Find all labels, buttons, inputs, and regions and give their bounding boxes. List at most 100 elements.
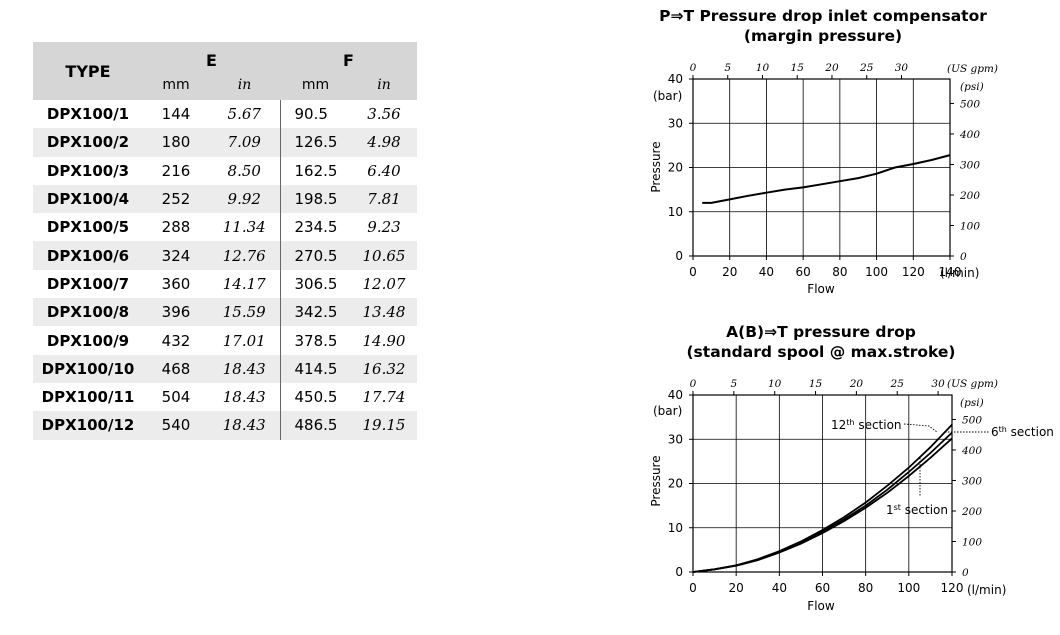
x-tick-label: 20 [729,581,744,595]
chart1-y-ticks: 0 10 20 30 40 [668,72,693,263]
cell-type: DPX100/9 [46,331,130,350]
cell-type: DPX100/8 [33,298,143,327]
dimensions-table: TYPE E F mm in mm in DPX100/1 144 5.67 90.5… [33,42,417,440]
cell-e-mm: 324 [143,241,209,270]
y-tick-label: 0 [675,565,683,579]
cell-type: DPX100/7 [46,274,130,293]
cell-type: DPX100/5 [46,218,130,237]
psi-tick-label: 100 [962,536,982,548]
gpm-tick-label: 25 [859,62,874,74]
series-line-3 [692,437,953,573]
chart1-x-unit: (l/min) [940,266,979,280]
gpm-tick-label: 0 [690,378,697,390]
dimensions-table-body: DPX100/1 144 5.67 90.5 3.56 DPX100/2 180 7.09 12… [33,100,417,440]
chart1-y-unit: (bar) [653,89,682,103]
y-tick-label: 40 [668,72,683,86]
cell-e-mm: 396 [143,298,209,327]
chart2-gpm-ticks: 0 5 10 15 20 25 30 [690,378,945,395]
x-tick-label: 60 [796,265,811,279]
cell-f-mm: 198.5 [279,184,351,214]
f-mm-header: mm [280,70,351,100]
y-tick-label: 20 [668,477,683,491]
table-row: DPX100/11 504 18.43 450.5 17.74 [33,382,417,412]
table-row: DPX100/3 216 8.50 162.5 6.40 [33,156,417,185]
cell-f-in: 10.65 [351,241,417,270]
x-tick-label: 40 [772,581,787,595]
table-row: DPX100/6 324 12.76 270.5 10.65 [33,241,417,270]
chart1-x-ticks: 0 20 40 60 80 100 120 140 [689,256,961,279]
gpm-tick-label: 25 [890,378,905,390]
chart1-title: P⇒T Pressure drop inlet compensator [659,7,987,25]
cell-type: DPX100/1 [46,105,130,124]
chart2-subtitle: (standard spool @ max.stroke) [686,343,955,361]
cell-e-in: 18.43 [222,388,266,407]
cell-f-mm: 306.5 [279,269,351,299]
e-mm-header: mm [143,70,209,100]
chart2-series-lines [692,423,953,573]
gpm-tick-label: 30 [931,378,945,390]
x-tick-label: 80 [832,265,847,279]
gpm-tick-label: 15 [809,378,823,390]
y-tick-label: 30 [668,116,683,130]
table-row: DPX100/5 288 11.34 234.5 9.23 [33,213,417,242]
x-tick-label: 100 [865,265,888,279]
cell-e-in: 18.43 [209,354,280,383]
cell-e-in: 12.76 [209,241,280,270]
x-tick-label: 140 [939,265,962,279]
x-tick-label: 120 [941,581,964,595]
cell-f-in: 19.15 [351,411,417,440]
chart2-y-label: Pressure [649,455,663,506]
chart1-gpm-ticks: 0 5 10 15 20 25 30 [690,62,909,79]
y-tick-label: 30 [668,432,683,446]
cell-f-mm: 450.5 [279,382,351,412]
chart1-grid [693,79,950,256]
chart2-title: A(B)⇒T pressure drop [726,323,916,341]
y-tick-label: 20 [668,161,683,175]
cell-e-mm: 360 [161,274,191,293]
chart1-y-label: Pressure [649,141,663,192]
gpm-tick-label: 15 [791,62,805,74]
gpm-tick-label: 10 [768,378,782,390]
cell-e-mm: 252 [143,184,209,214]
gpm-tick-label: 30 [895,62,909,74]
cell-e-in: 5.67 [227,105,261,124]
x-tick-label: 20 [722,265,737,279]
psi-tick-label: 200 [959,190,980,202]
label-12th-leader [903,423,938,433]
cell-e-in: 18.43 [209,411,280,440]
chart2-gpm-unit: (US gpm) [947,378,998,390]
cell-e-mm: 144 [161,105,191,124]
table-row: DPX100/2 180 7.09 126.5 4.98 [33,128,417,157]
cell-type: DPX100/12 [33,411,143,440]
cell-f-in: 4.98 [351,128,417,157]
cell-e-mm: 468 [143,354,209,383]
cell-e-mm: 504 [161,388,191,407]
cell-f-mm: 486.5 [279,411,351,440]
cell-e-mm: 216 [161,161,191,180]
chart2-psi-unit: (psi) [960,397,984,409]
cell-e-in: 8.50 [227,161,261,180]
type-header: TYPE [33,42,143,100]
psi-tick-label: 400 [961,445,982,457]
table-row: DPX100/8 396 15.59 342.5 13.48 [33,298,417,327]
psi-tick-label: 100 [960,220,980,232]
gpm-tick-label: 0 [690,62,697,74]
table-row: DPX100/4 252 9.92 198.5 7.81 [33,184,417,214]
cell-f-mm: 162.5 [279,156,351,185]
x-tick-label: 80 [858,581,873,595]
chart2-y-unit: (bar) [653,404,682,418]
cell-e-in: 11.34 [222,218,266,237]
label-6th-section: 6th section [991,425,1054,439]
chart2-grid [693,395,952,572]
cell-e-mm: 540 [143,411,209,440]
x-tick-label: 0 [689,265,697,279]
cell-f-in: 7.81 [351,184,417,214]
gpm-tick-label: 20 [849,378,864,390]
label-1st-section: 1st section [886,503,948,517]
label-12th-section: 12th section [831,418,902,432]
psi-tick-label: 500 [960,98,980,110]
cell-type: DPX100/6 [33,241,143,270]
table-row: DPX100/10 468 18.43 414.5 16.32 [33,354,417,383]
chart1-x-label: Flow [807,282,835,296]
x-tick-label: 120 [902,265,925,279]
